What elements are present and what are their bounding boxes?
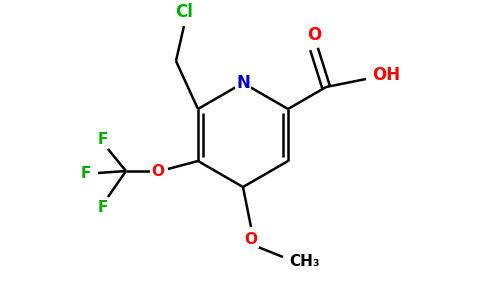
Text: O: O: [244, 232, 257, 247]
Text: CH₃: CH₃: [290, 254, 320, 268]
Text: O: O: [307, 26, 321, 44]
Text: O: O: [151, 164, 165, 178]
Text: F: F: [98, 131, 108, 146]
Text: Cl: Cl: [175, 3, 193, 21]
Text: F: F: [98, 200, 108, 214]
Text: N: N: [236, 74, 250, 92]
Text: F: F: [81, 166, 91, 181]
Text: OH: OH: [372, 66, 400, 84]
